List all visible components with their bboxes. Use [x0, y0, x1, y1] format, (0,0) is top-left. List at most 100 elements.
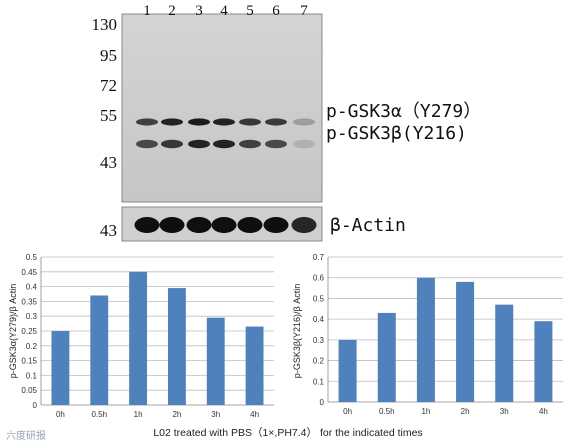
band-label-gsk3a: p-GSK3α（Y279） [326, 101, 481, 122]
y-tick-label: 0.7 [313, 253, 325, 262]
x-tick-label: 3h [211, 410, 220, 419]
bar-0h [338, 339, 357, 402]
marker-43: 43 [100, 153, 117, 172]
mw-markers: 130 95 72 55 43 43 [92, 15, 118, 240]
chart-gsk3b-yticks: 0 0.1 0.2 0.3 0.4 0.5 0.6 0.7 [313, 253, 325, 407]
x-tick-label: 0.5h [379, 407, 395, 416]
band-actin-lane-1 [134, 217, 160, 233]
band-upper-lane-2 [161, 118, 183, 126]
lane-label-7: 7 [300, 3, 308, 19]
y-tick-label: 0.2 [313, 357, 325, 366]
blot-membrane [121, 13, 323, 203]
band-actin-lane-3 [186, 217, 212, 233]
y-tick-label: 0.5 [313, 294, 325, 303]
y-tick-label: 0.2 [26, 342, 38, 351]
band-actin-lane-7 [291, 217, 317, 233]
y-tick-label: 0.3 [26, 312, 38, 321]
lane-label-6: 6 [272, 3, 280, 19]
x-tick-label: 4h [539, 407, 548, 416]
y-tick-label: 0.05 [21, 386, 37, 395]
y-tick-label: 0.4 [26, 283, 38, 292]
lane-label-2: 2 [168, 3, 176, 19]
band-upper-lane-6 [265, 118, 287, 126]
bar-4h [245, 326, 264, 405]
band-lower-lane-5 [239, 139, 261, 149]
bar-0.5h [90, 295, 109, 405]
chart-gsk3b-grid [327, 256, 563, 403]
chart-gsk3a: 00.050.10.150.20.250.30.350.40.450.5 0h 0… [8, 253, 274, 419]
bar-1h [129, 271, 148, 405]
y-tick-label: 0.45 [21, 268, 37, 277]
bar-2h [167, 288, 186, 405]
chart-gsk3b-bars [338, 277, 553, 402]
y-tick-label: 0.3 [313, 336, 325, 345]
band-upper-lane-4 [213, 118, 235, 126]
bar-3h [495, 304, 514, 402]
chart-gsk3a-grid [40, 256, 274, 406]
y-tick-label: 0 [320, 398, 325, 407]
y-tick-label: 0.35 [21, 297, 37, 306]
blot-bands [136, 118, 315, 149]
band-upper-lane-3 [188, 118, 210, 126]
chart-gsk3b-xticks: 0h 0.5h 1h 2h 3h 4h [343, 407, 548, 416]
chart-gsk3a-xticks: 0h 0.5h 1h 2h 3h 4h [56, 410, 259, 419]
lane-label-5: 5 [246, 3, 254, 19]
chart-gsk3a-ylabel: p-GSK3α(Y279)/β Actin [8, 284, 18, 378]
band-lower-lane-1 [136, 139, 158, 149]
band-lower-lane-2 [161, 139, 183, 149]
y-tick-label: 0.4 [313, 315, 325, 324]
bar-0.5h [377, 312, 396, 402]
band-actin-lane-5 [237, 217, 263, 233]
lane-label-4: 4 [220, 3, 228, 19]
bar-4h [534, 321, 553, 402]
x-tick-label: 3h [500, 407, 509, 416]
marker-130: 130 [92, 15, 118, 34]
x-tick-label: 1h [134, 410, 143, 419]
band-upper-lane-7 [293, 118, 315, 126]
y-tick-label: 0.1 [313, 377, 325, 386]
band-upper-lane-1 [136, 118, 158, 126]
chart-gsk3a-yticks: 0 0.05 0.1 0.15 0.2 0.25 0.3 0.35 0.4 0.45 0.5 [21, 253, 37, 410]
x-axis-caption: L02 treated with PBS（1×,PH7.4） for the i… [153, 427, 423, 439]
y-tick-label: 0.5 [26, 253, 38, 262]
band-lower-lane-7 [293, 139, 315, 149]
lane-labels: 1 2 3 4 5 6 7 [143, 3, 308, 19]
watermark-text: 六度研报 [6, 431, 46, 442]
western-blot-panel: 1 2 3 4 5 6 7 130 95 72 55 43 43 p-GSK3α… [92, 3, 481, 242]
y-tick-label: 0.25 [21, 327, 37, 336]
x-tick-label: 0h [343, 407, 352, 416]
marker-55: 55 [100, 106, 117, 125]
band-label-gsk3b: p-GSK3β(Y216) [326, 123, 467, 144]
chart-gsk3b-ylabel: p-GSK3β(Y216)/β Actin [292, 284, 302, 378]
bar-1h [416, 277, 435, 402]
marker-actin-43: 43 [100, 221, 117, 240]
y-tick-label: 0.1 [26, 371, 38, 380]
y-tick-label: 0.6 [313, 274, 325, 283]
x-tick-label: 4h [250, 410, 259, 419]
lane-label-1: 1 [143, 3, 151, 19]
chart-gsk3a-bars [51, 271, 264, 405]
band-actin-lane-2 [159, 217, 185, 233]
x-tick-label: 2h [172, 410, 181, 419]
actin-bands [134, 217, 317, 233]
bar-3h [206, 317, 225, 405]
band-lower-lane-4 [213, 139, 235, 149]
band-upper-lane-5 [239, 118, 261, 126]
x-tick-label: 2h [461, 407, 470, 416]
band-lower-lane-6 [265, 139, 287, 149]
band-actin-lane-4 [211, 217, 237, 233]
y-tick-label: 0.15 [21, 357, 37, 366]
x-tick-label: 1h [421, 407, 430, 416]
marker-95: 95 [100, 46, 117, 65]
bar-2h [456, 281, 475, 402]
marker-72: 72 [100, 76, 117, 95]
lane-label-3: 3 [195, 3, 203, 19]
band-actin-lane-6 [263, 217, 289, 233]
y-tick-label: 0 [33, 401, 38, 410]
bar-0h [51, 331, 70, 405]
band-label-actin: β-Actin [330, 215, 406, 236]
band-lower-lane-3 [188, 139, 210, 149]
x-tick-label: 0h [56, 410, 65, 419]
x-tick-label: 0.5h [91, 410, 107, 419]
chart-gsk3b: 0 0.1 0.2 0.3 0.4 0.5 0.6 0.7 0h 0.5h 1h 2h 3h 4h p-… [292, 253, 563, 416]
